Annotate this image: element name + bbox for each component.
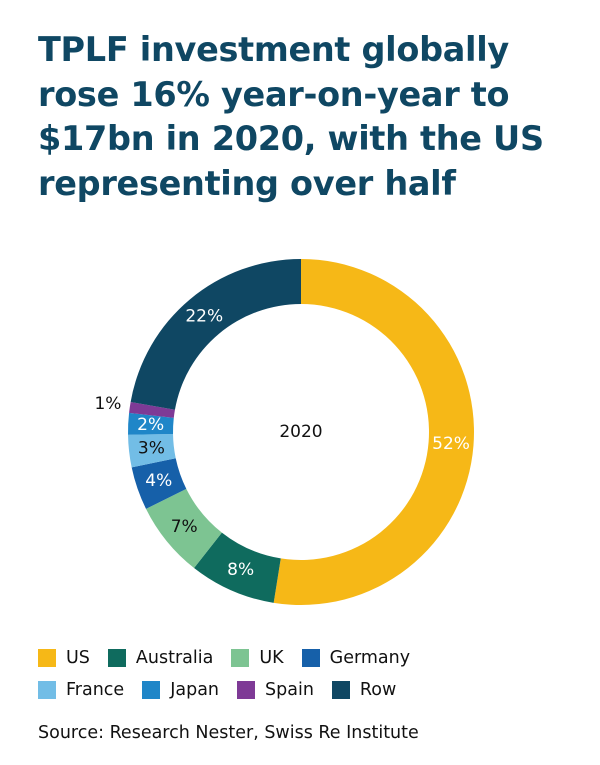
donut-chart: 52% 8% 7% 4% 3% 2% 1% 22% 2020	[94, 259, 475, 605]
legend-label: Japan	[170, 680, 220, 700]
legend-label: Spain	[265, 680, 314, 700]
slice-us	[273, 259, 475, 605]
legend-swatch	[231, 649, 250, 667]
legend-item-australia: Australia	[107, 648, 214, 668]
legend-item-germany: Germany	[301, 648, 411, 668]
legend-swatch	[142, 681, 161, 699]
data-label-uk: 7%	[171, 517, 198, 537]
data-label-france: 3%	[138, 439, 165, 459]
data-label-japan: 2%	[137, 415, 164, 435]
legend-swatch	[107, 649, 126, 667]
legend-label: UK	[259, 648, 284, 668]
data-label-germany: 4%	[145, 471, 172, 491]
donut-slices	[128, 259, 475, 605]
legend-item-france: France	[38, 680, 124, 700]
slice-japan	[128, 412, 174, 435]
legend-swatch	[331, 681, 350, 699]
legend-item-us: US	[38, 648, 90, 668]
slice-australia	[194, 532, 281, 603]
data-label-australia: 8%	[227, 560, 254, 580]
legend-swatch	[38, 649, 56, 667]
data-label-spain: 1%	[94, 394, 121, 414]
chart-title: TPLF investment globally rose 16% year-o…	[38, 30, 544, 203]
slice-germany	[131, 458, 187, 509]
legend-row: US Australia UK Germany	[38, 642, 578, 674]
legend-swatch	[38, 681, 56, 699]
legend-item-row: Row	[331, 680, 397, 700]
slice-labels: 52% 8% 7% 4% 3% 2% 1% 22%	[94, 307, 469, 580]
slice-spain	[129, 401, 175, 418]
legend-row: France Japan Spain Row	[38, 674, 578, 706]
legend-label: Germany	[329, 648, 411, 668]
legend-item-spain: Spain	[237, 680, 314, 700]
legend-item-japan: Japan	[142, 680, 219, 700]
data-label-us: 52%	[432, 434, 470, 454]
legend-label: US	[66, 648, 90, 668]
legend: US Australia UK Germany France Japan Spain Row	[38, 642, 578, 706]
data-label-row: 22%	[185, 307, 223, 327]
slice-uk	[145, 488, 222, 568]
legend-swatch	[237, 681, 256, 699]
source-note: Source: Research Nester, Swiss Re Instit…	[38, 723, 419, 743]
legend-label: France	[66, 680, 125, 700]
center-label: 2020	[279, 422, 322, 442]
slice-france	[128, 434, 176, 468]
legend-label: Row	[359, 680, 397, 700]
slice-row	[130, 259, 301, 410]
legend-swatch	[301, 649, 320, 667]
legend-item-uk: UK	[231, 648, 284, 668]
legend-label: Australia	[135, 648, 214, 668]
